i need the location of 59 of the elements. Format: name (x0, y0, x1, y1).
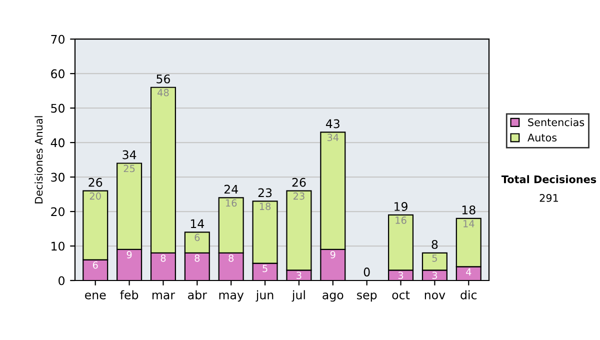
total-label: 26 (88, 178, 102, 187)
total-label: 26 (292, 178, 306, 187)
y-tick-label: 50 (51, 104, 64, 113)
data-label: 48 (158, 88, 169, 96)
x-tick-label: jul (292, 290, 305, 302)
data-label: 5 (432, 254, 437, 262)
x-tick-label: ago (322, 292, 344, 302)
legend-label: Autos (528, 134, 557, 142)
data-label: 16 (226, 199, 237, 207)
data-label: 20 (90, 192, 101, 200)
data-label: 4 (466, 268, 472, 276)
total-label: 14 (190, 219, 204, 228)
x-tick-label: may (219, 292, 244, 302)
data-label: 3 (398, 272, 404, 280)
x-tick-label: feb (120, 290, 138, 300)
legend-label: Sentencias (528, 118, 584, 126)
y-tick-label: 60 (51, 69, 64, 78)
data-label: 6 (92, 261, 98, 269)
total-label: 34 (122, 150, 136, 160)
x-tick-label: oct (392, 290, 410, 300)
data-label: 34 (327, 134, 339, 142)
x-tick-label: ene (85, 292, 106, 300)
y-tick-label: 20 (51, 207, 64, 216)
data-label: 14 (464, 220, 474, 228)
data-label: 9 (330, 251, 336, 258)
data-label: 8 (228, 254, 234, 262)
text: Total Decisiones (501, 175, 596, 184)
y-tick-label: 40 (50, 138, 64, 148)
y-tick-label: 10 (52, 242, 64, 251)
x-tick-label: jun (256, 290, 274, 302)
total-label: 56 (156, 74, 170, 84)
x-tick-label: nov (424, 292, 446, 300)
data-label: 23 (293, 192, 304, 200)
data-label: 6 (194, 234, 200, 242)
total-label: 0 (364, 268, 370, 276)
total-label: 19 (394, 202, 408, 211)
x-tick-label: abr (188, 290, 207, 300)
y-tick-label: 0 (58, 276, 64, 286)
y-axis-title: Decisiones Anual (34, 116, 43, 204)
data-label: 3 (432, 272, 438, 280)
x-tick-label: dic (460, 290, 477, 300)
x-tick-label: mar (152, 292, 176, 300)
y-tick-label: 70 (51, 34, 64, 44)
total-label: 23 (258, 188, 272, 198)
data-label: 9 (126, 251, 132, 258)
data-label: 8 (194, 254, 200, 262)
total-label: 24 (224, 184, 238, 194)
total-label: 43 (326, 119, 340, 128)
y-tick-label: 30 (51, 172, 64, 182)
data-label: 18 (260, 202, 271, 210)
data-label: 8 (160, 254, 166, 262)
total-label: 8 (432, 240, 438, 249)
data-label: 3 (296, 272, 302, 280)
data-label: 25 (124, 164, 135, 172)
x-tick-label: sep (357, 292, 377, 302)
total-label: 18 (462, 205, 476, 214)
data-label: 16 (396, 216, 406, 224)
data-label: 5 (262, 264, 268, 272)
text: 291 (540, 194, 558, 202)
